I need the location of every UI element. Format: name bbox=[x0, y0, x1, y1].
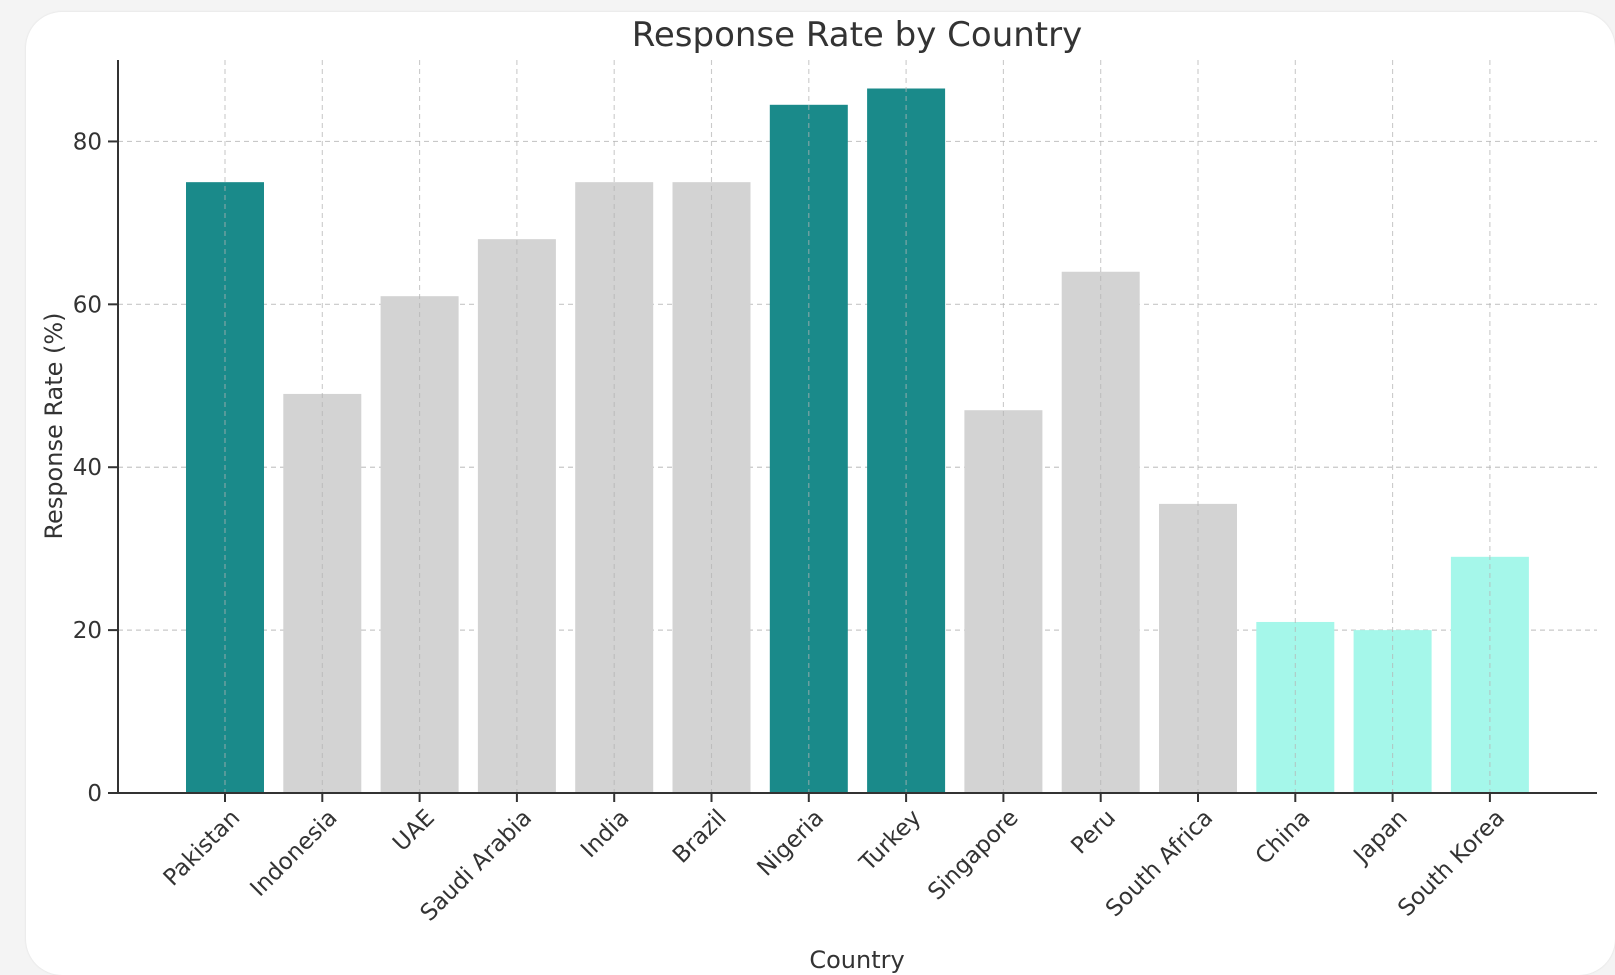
y-tick-label: 40 bbox=[73, 455, 102, 481]
bars bbox=[186, 88, 1529, 794]
x-tick-label: Japan bbox=[1348, 805, 1413, 870]
x-tick-label: Turkey bbox=[854, 805, 926, 877]
y-tick-label: 20 bbox=[73, 618, 102, 644]
y-tick-label: 80 bbox=[73, 129, 102, 155]
x-tick-label: India bbox=[576, 805, 634, 863]
x-tick-label: China bbox=[1251, 805, 1316, 870]
x-tick-label: Nigeria bbox=[752, 805, 829, 882]
y-axis-label: Response Rate (%) bbox=[40, 312, 68, 539]
y-tick-label: 60 bbox=[73, 292, 102, 318]
x-tick-label: Peru bbox=[1066, 805, 1121, 860]
y-tick-label: 0 bbox=[87, 781, 102, 807]
x-tick-label: UAE bbox=[388, 805, 440, 857]
x-tick-label: Indonesia bbox=[246, 805, 343, 902]
x-tick-label: Pakistan bbox=[159, 805, 245, 891]
x-tick-label: Brazil bbox=[668, 805, 732, 869]
x-axis-label: Country bbox=[809, 946, 904, 974]
chart-title: Response Rate by Country bbox=[632, 15, 1082, 55]
grid-lines bbox=[118, 140, 1597, 631]
x-tick-label: Singapore bbox=[923, 805, 1023, 905]
y-ticks: 0 20 40 60 80 bbox=[73, 129, 118, 807]
